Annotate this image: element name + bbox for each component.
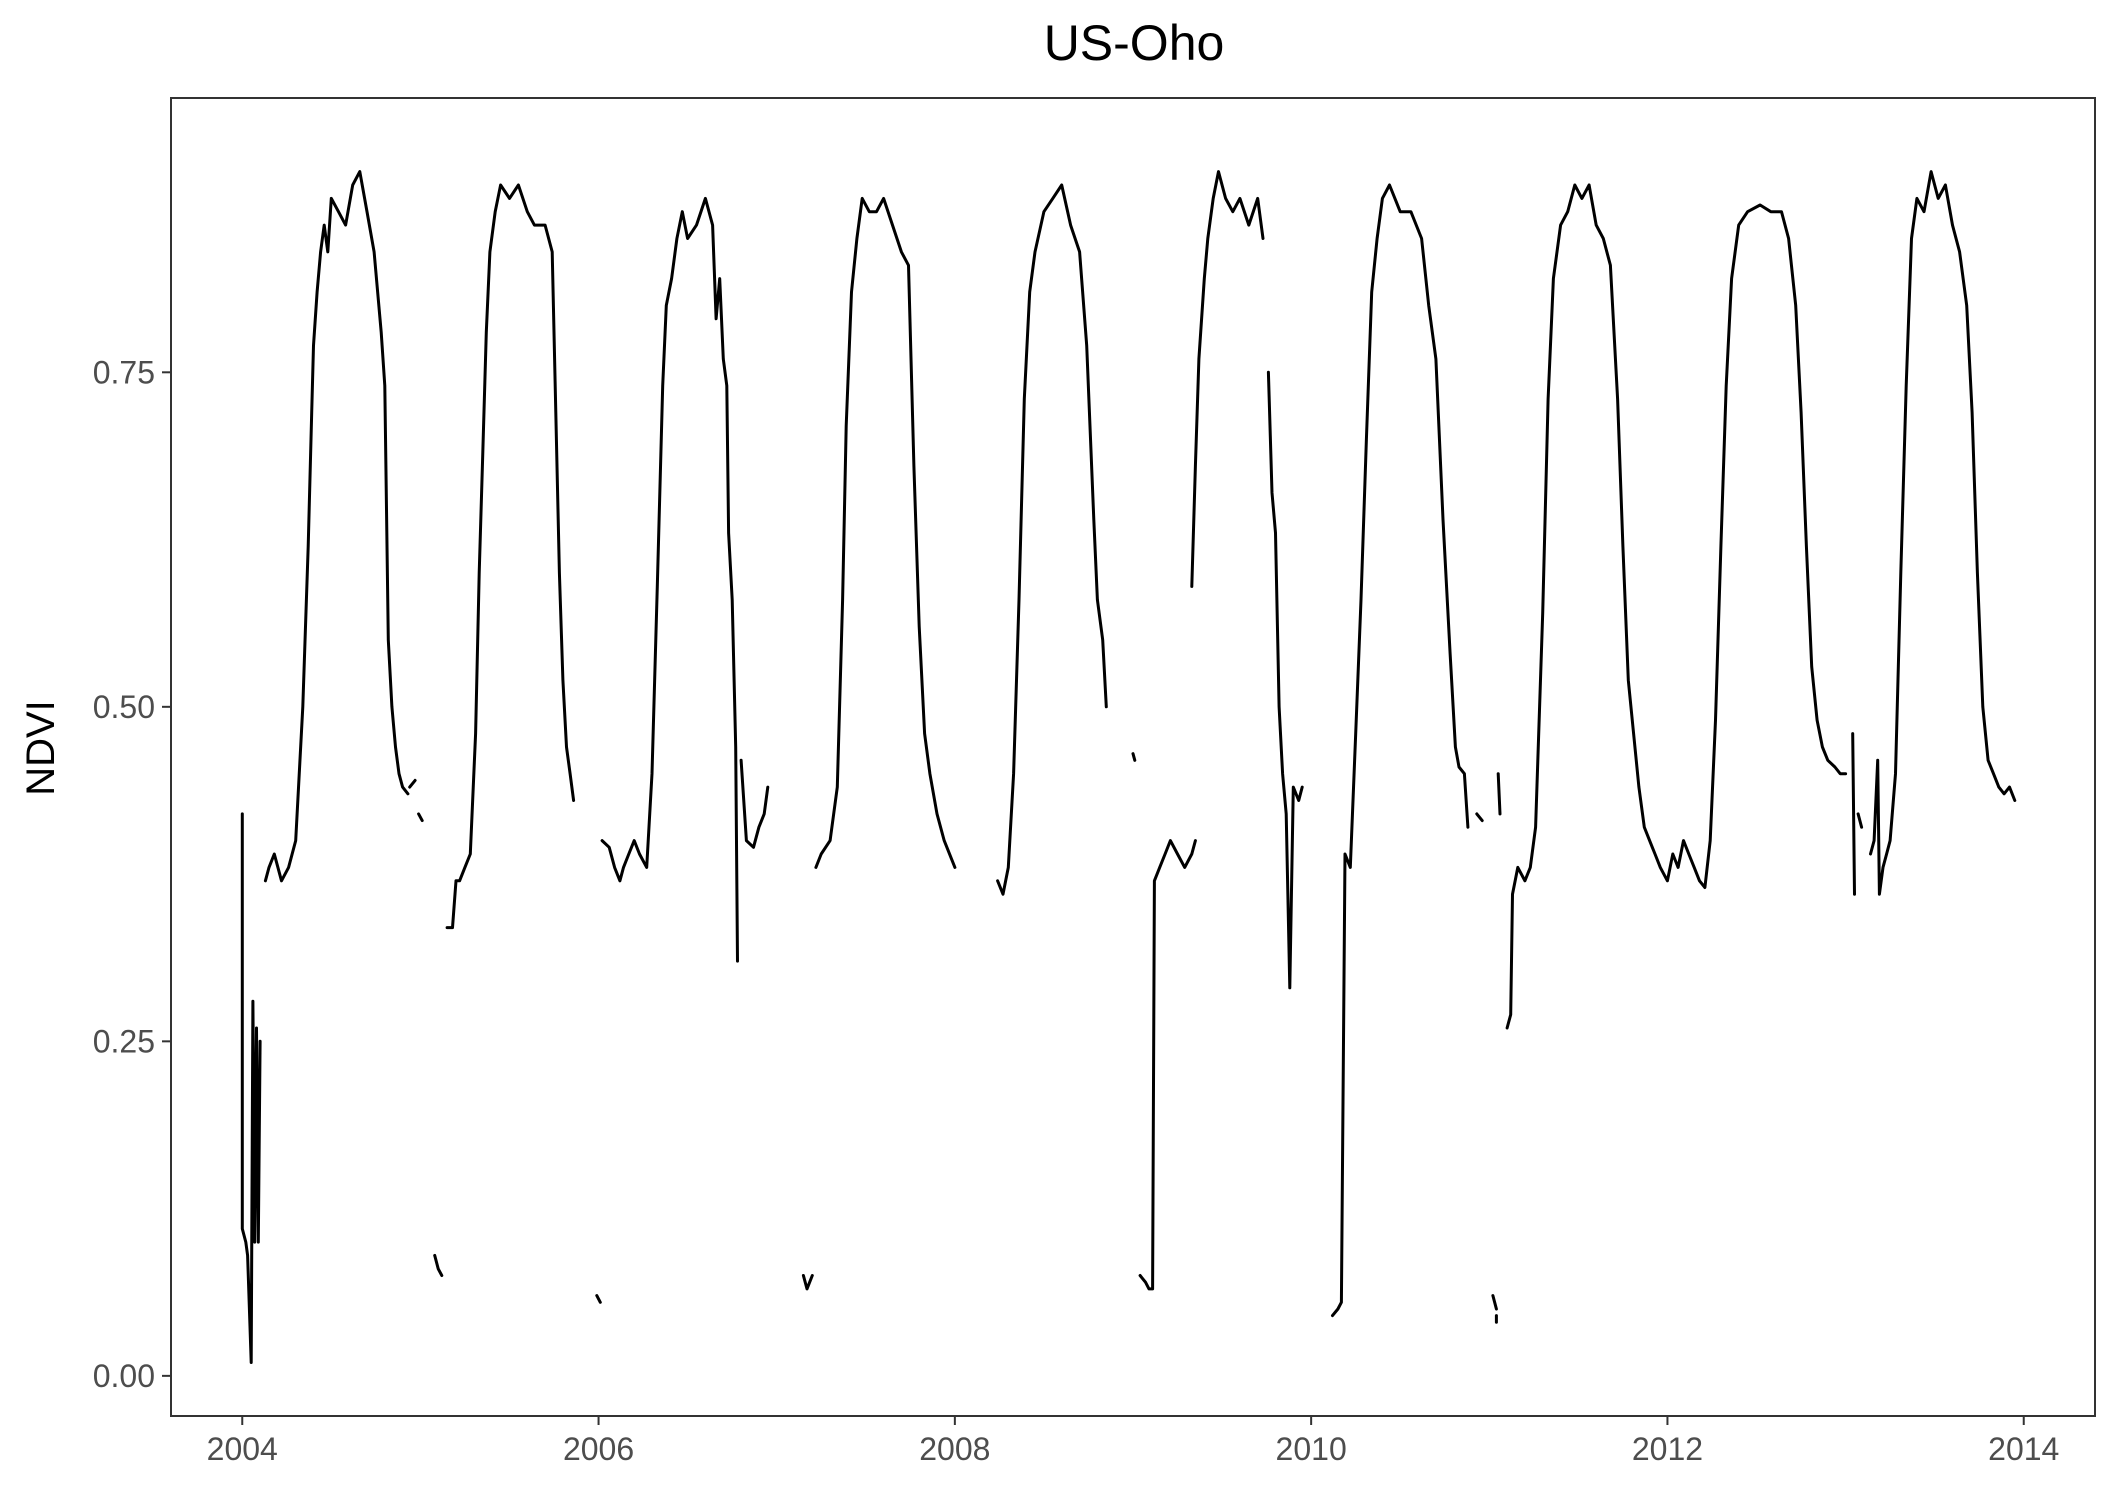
series-0-segment-17 <box>1475 812 1484 823</box>
y-tick-label: 0.50 <box>93 689 155 725</box>
series-0-segment-20 <box>1496 772 1502 816</box>
series-0-segment-11 <box>996 183 1108 896</box>
series-0-segment-13 <box>1138 839 1197 1291</box>
series-0-segment-15 <box>1266 370 1304 990</box>
plot-panel-border <box>170 97 2096 1417</box>
series-0-segment-1 <box>263 170 410 883</box>
y-axis-label: NDVI <box>19 700 63 796</box>
y-tick-label: 0.25 <box>93 1023 155 1059</box>
x-tick-label: 2008 <box>919 1431 990 1467</box>
series-layer <box>240 170 2017 1364</box>
x-tick-label: 2014 <box>1988 1431 2059 1467</box>
series-0-segment-4 <box>433 1253 444 1277</box>
chart-title: US-Oho <box>1044 15 1225 71</box>
series-0-segment-10 <box>814 196 957 869</box>
series-0-segment-24 <box>1869 170 2017 896</box>
series-0-segment-2 <box>408 778 417 789</box>
x-tick-label: 2012 <box>1632 1431 1703 1467</box>
series-0-segment-0 <box>240 812 262 1364</box>
series-0-segment-9 <box>801 1274 814 1291</box>
series-0-segment-8 <box>739 758 770 849</box>
series-0-segment-5 <box>445 183 576 930</box>
series-0-segment-22 <box>1851 732 1856 896</box>
y-tick-label: 0.75 <box>93 354 155 390</box>
series-0-segment-7 <box>600 196 739 963</box>
series-0-segment-16 <box>1331 183 1470 1318</box>
series-0-segment-23 <box>1856 812 1864 829</box>
series-0-segment-14 <box>1190 170 1265 588</box>
axis-layer: 2004 2006 2008 2010 2012 2014 0.00 0.25 0.50 0.75 <box>93 354 2060 1467</box>
series-0-segment-18 <box>1491 1294 1498 1311</box>
y-tick-label: 0.00 <box>93 1358 155 1394</box>
x-tick-label: 2006 <box>563 1431 634 1467</box>
x-tick-label: 2004 <box>207 1431 278 1467</box>
series-0-segment-21 <box>1505 183 1848 1030</box>
series-0-segment-6 <box>595 1294 602 1304</box>
x-tick-label: 2010 <box>1276 1431 1347 1467</box>
series-0-segment-3 <box>417 812 424 823</box>
series-0-segment-12 <box>1131 752 1137 762</box>
